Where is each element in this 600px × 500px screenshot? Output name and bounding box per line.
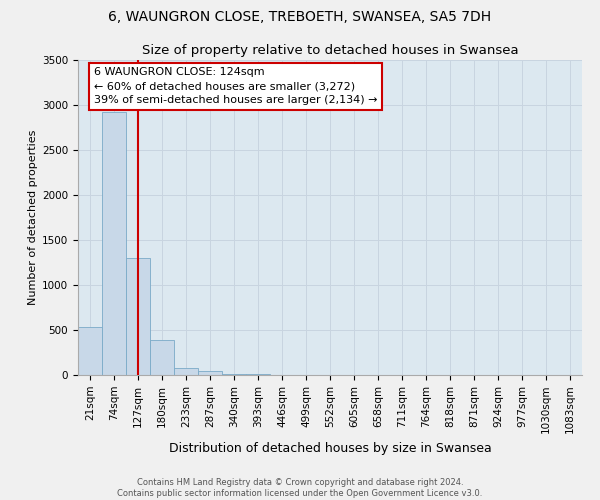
Bar xyxy=(78,328,102,375)
Bar xyxy=(150,340,174,375)
Bar xyxy=(174,368,198,375)
Title: Size of property relative to detached houses in Swansea: Size of property relative to detached ho… xyxy=(142,44,518,58)
Text: 6, WAUNGRON CLOSE, TREBOETH, SWANSEA, SA5 7DH: 6, WAUNGRON CLOSE, TREBOETH, SWANSEA, SA… xyxy=(109,10,491,24)
Bar xyxy=(102,112,126,375)
Bar xyxy=(126,258,150,375)
X-axis label: Distribution of detached houses by size in Swansea: Distribution of detached houses by size … xyxy=(169,442,491,454)
Text: 6 WAUNGRON CLOSE: 124sqm
← 60% of detached houses are smaller (3,272)
39% of sem: 6 WAUNGRON CLOSE: 124sqm ← 60% of detach… xyxy=(94,67,377,105)
Bar xyxy=(198,372,222,375)
Y-axis label: Number of detached properties: Number of detached properties xyxy=(28,130,38,305)
Bar xyxy=(222,374,246,375)
Text: Contains HM Land Registry data © Crown copyright and database right 2024.
Contai: Contains HM Land Registry data © Crown c… xyxy=(118,478,482,498)
Bar xyxy=(246,374,270,375)
